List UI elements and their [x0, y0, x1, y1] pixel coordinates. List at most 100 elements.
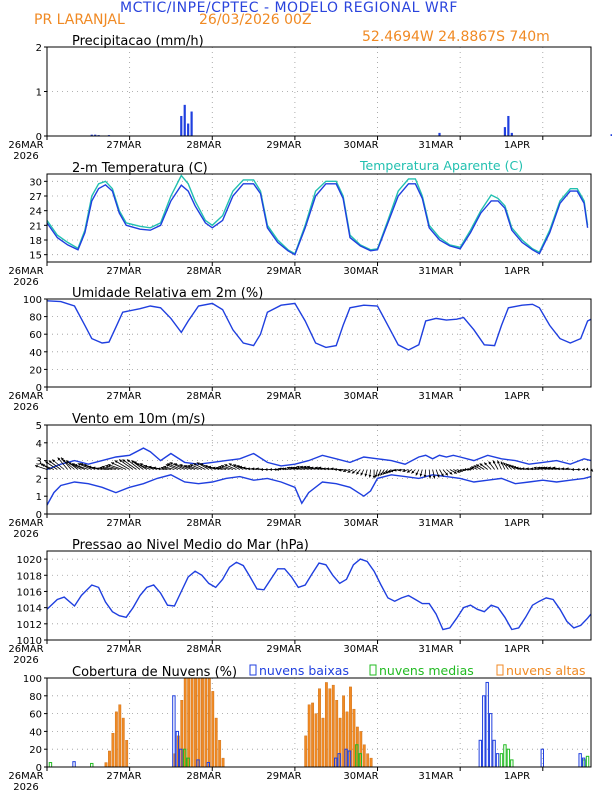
bar-nuvens-altas — [207, 677, 211, 768]
bar-nuvens-baixas — [482, 695, 486, 768]
wind-vector-head — [471, 466, 475, 469]
wind-vector-head — [193, 463, 197, 466]
legend-nuvens-baixas: nuvens baixas — [259, 663, 349, 678]
y-tick-label: 1010 — [17, 636, 42, 647]
wind-vector-head — [351, 470, 355, 474]
legend-temperatura-aparente: Temperatura Aparente (C) — [359, 158, 523, 173]
wind-vector-head — [449, 471, 453, 475]
x-tick-label: 27MAR — [106, 140, 141, 151]
wind-vector-head — [255, 467, 259, 471]
wind-vector-head — [473, 465, 477, 469]
bar-nuvens-altas — [221, 757, 225, 768]
wind-vector — [118, 459, 134, 470]
bar-nuvens-baixas — [72, 761, 76, 768]
wind-vector — [114, 460, 130, 470]
wind-vector-head — [35, 464, 38, 468]
wind-vector-head — [497, 460, 500, 464]
wind-vector-head — [445, 472, 448, 476]
wind-vector-head — [533, 466, 537, 470]
x-tick-label: 31MAR — [418, 644, 453, 655]
legend-nuvens-medias: nuvens medias — [379, 663, 474, 678]
wind-vector-head — [216, 466, 219, 470]
legend-swatch-nuvens-altas — [496, 664, 504, 676]
wind-vector-head — [289, 466, 293, 470]
wind-vector-head — [411, 470, 415, 474]
y-tick-label: 1018 — [17, 571, 42, 582]
bar-nuvens-altas — [369, 757, 373, 768]
bar-nuvens-altas — [324, 682, 328, 768]
y-tick-label: 18 — [29, 236, 42, 247]
wind-vector-head — [385, 470, 389, 474]
bar-nuvens-altas — [104, 762, 108, 768]
bar-nuvens-altas — [331, 684, 335, 768]
wind-vector-head — [208, 465, 212, 469]
wind-vector-head — [242, 466, 246, 470]
wind-vector-head — [105, 464, 109, 468]
wind-vector-head — [571, 468, 574, 471]
x-tick-label: 31MAR — [418, 518, 453, 529]
wind-vector-head — [126, 459, 130, 463]
x-tick-label: 27MAR — [106, 771, 141, 782]
wind-vector-head — [233, 464, 237, 467]
wind-vector-head — [80, 463, 84, 466]
x-year-label: 2026 — [13, 529, 38, 540]
series-line-umidade — [46, 300, 592, 351]
wind-vector-head — [459, 469, 463, 473]
series-line-temperatura-aparente-c- — [46, 174, 589, 255]
wind-vector-head — [342, 469, 346, 473]
y-tick-label: 20 — [29, 745, 42, 756]
header-init-time: 26/03/2026 00Z — [199, 12, 312, 28]
bar-nuvens-medias — [510, 759, 514, 768]
x-tick-label: 30MAR — [343, 391, 378, 402]
wind-vector-head — [356, 471, 360, 475]
panel-frame — [46, 677, 592, 768]
y-tick-label: 27 — [29, 192, 42, 203]
wind-vector-head — [131, 460, 135, 464]
y-tick-label: 40 — [29, 727, 42, 738]
y-tick-label: 100 — [23, 674, 42, 685]
x-year-label: 2026 — [13, 655, 38, 666]
wind-vector-head — [74, 464, 78, 467]
wind-vector-head — [521, 467, 525, 471]
y-tick-label: 0 — [36, 132, 42, 143]
wind-vector-head — [218, 465, 222, 469]
wind-vector-head — [204, 465, 208, 468]
x-tick-label: 1APR — [504, 644, 530, 655]
x-year-label: 2026 — [13, 782, 38, 792]
wind-vector-head — [119, 459, 123, 463]
wind-vector-head — [163, 465, 167, 469]
wind-vector-head — [468, 468, 472, 471]
x-tick-label: 1APR — [504, 518, 530, 529]
bar-nuvens-altas — [121, 717, 125, 768]
bar-nuvens-altas — [197, 677, 201, 768]
bar-precipitacao — [90, 134, 93, 136]
header-title: MCTIC/INPE/CPTEC - MODELO REGIONAL WRF — [120, 0, 458, 16]
wind-vector-head — [187, 465, 191, 468]
x-tick-label: 29MAR — [266, 140, 301, 151]
bar-nuvens-altas — [366, 753, 370, 768]
x-tick-label: 27MAR — [106, 518, 141, 529]
wind-vector-head — [62, 459, 66, 463]
wind-vector-head — [174, 463, 178, 466]
bar-nuvens-altas — [118, 704, 122, 768]
legend-swatch-nuvens-medias — [369, 664, 377, 676]
series-line-vento-max — [46, 447, 592, 471]
bar-nuvens-altas — [314, 713, 318, 768]
wind-vector-head — [111, 462, 115, 465]
wind-vector-head — [68, 462, 72, 466]
wind-vector-head — [160, 466, 164, 470]
bar-nuvens-altas — [201, 677, 204, 768]
bar-nuvens-baixas — [485, 681, 489, 768]
x-tick-label: 31MAR — [418, 266, 453, 277]
wind-vector-head — [136, 463, 140, 466]
wind-vector-head — [503, 462, 507, 466]
wind-vector — [169, 462, 185, 470]
bar-nuvens-baixas — [495, 753, 500, 768]
wind-vector-head — [488, 461, 492, 465]
bar-nuvens-altas — [362, 744, 366, 768]
wind-vector-head — [228, 463, 232, 467]
x-tick-label: 28MAR — [186, 391, 221, 402]
wind-vector-head — [510, 465, 514, 468]
wind-vector-head — [239, 465, 243, 469]
y-tick-label: 15 — [29, 251, 42, 262]
